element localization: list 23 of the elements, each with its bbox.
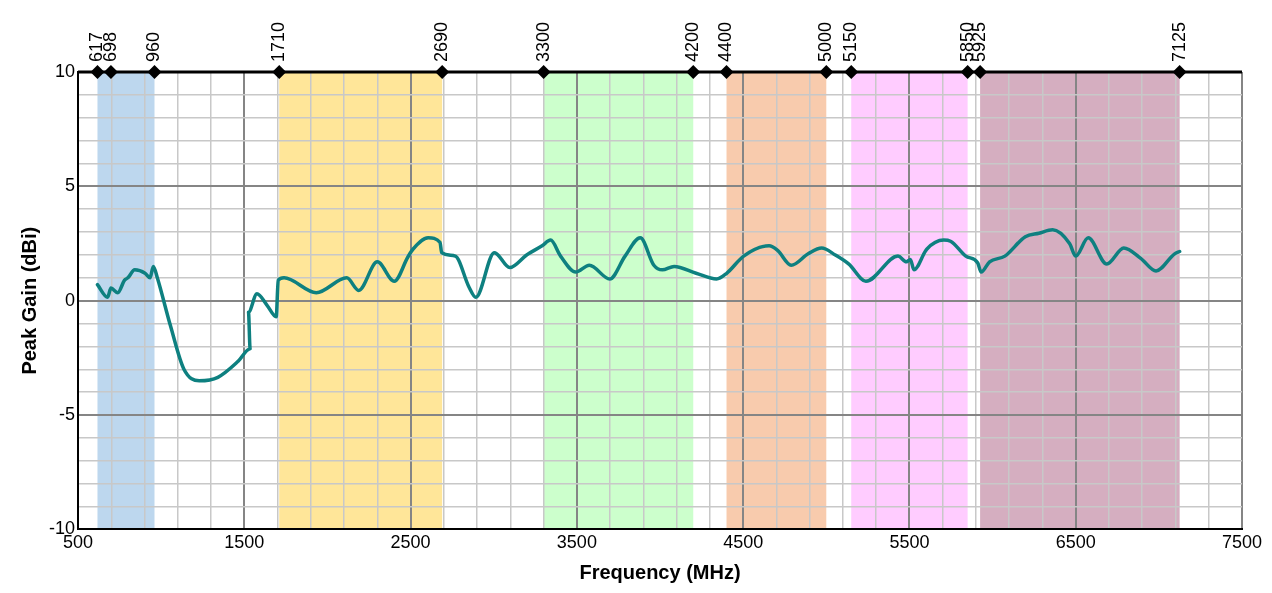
x2-tick-label: 4200 [682, 21, 703, 62]
x2-tick-label: 3300 [532, 21, 553, 62]
y-tick-label: 0 [65, 289, 76, 310]
x-tick-label: 7500 [1221, 532, 1263, 553]
x-tick-label: 1500 [224, 532, 265, 553]
x2-tick-label: 5000 [815, 21, 836, 62]
x-tick-label: 5500 [889, 532, 930, 553]
x2-tick-label: 1710 [268, 21, 289, 62]
x-tick-label: 2500 [390, 532, 431, 553]
y-tick-label: -5 [59, 404, 76, 425]
x-axis-title: Frequency (MHz) [579, 560, 741, 583]
y-axis-title: Peak Gain (dBi) [17, 226, 40, 375]
x2-tick-label: 5150 [840, 21, 861, 62]
x2-tick-label: 960 [143, 31, 164, 62]
x2-tick-label: 4400 [715, 21, 736, 62]
x-tick-label: 4500 [723, 532, 764, 553]
x-tick-label: 3500 [556, 532, 597, 553]
y-tick-label: 10 [54, 60, 76, 81]
x2-tick-label: 7125 [1168, 21, 1189, 62]
y-tick-label: 5 [65, 175, 76, 196]
x2-tick-label: 2690 [431, 21, 452, 62]
x-tick-label: 6500 [1055, 532, 1096, 553]
line-series [95, 228, 1182, 383]
